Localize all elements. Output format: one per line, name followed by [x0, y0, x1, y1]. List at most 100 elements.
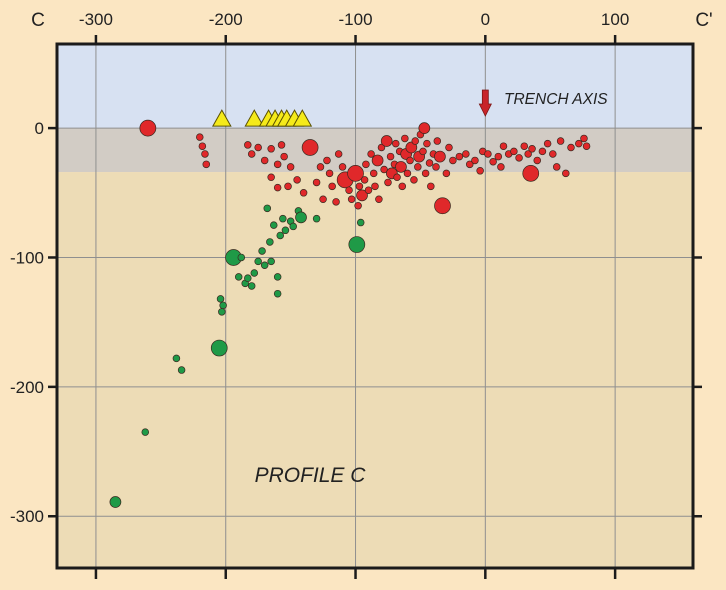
y-tick-label: 0	[35, 119, 44, 138]
hypocenter-point	[522, 165, 540, 182]
trench-arrow	[478, 89, 492, 117]
layer-water	[57, 44, 693, 129]
hypocenter-point	[414, 163, 422, 171]
hypocenter-point	[515, 154, 523, 162]
hypocenter-point	[427, 182, 435, 191]
hypocenter-point	[377, 143, 386, 152]
hypocenter-point	[244, 274, 252, 282]
hypocenter-point	[371, 182, 379, 191]
hypocenter-point	[423, 139, 431, 148]
hypocenter-point	[316, 163, 325, 171]
hypocenter-point	[281, 226, 290, 235]
hypocenter-point	[580, 134, 588, 143]
hypocenter-point	[312, 214, 321, 223]
hypocenter-point	[371, 154, 384, 167]
hypocenter-point	[254, 143, 262, 152]
x-tick-label: -200	[209, 10, 243, 29]
hypocenter-point	[254, 257, 262, 266]
hypocenter-points	[109, 119, 591, 508]
hypocenter-point	[172, 354, 181, 363]
hypocenter-point	[462, 150, 470, 158]
hypocenter-point	[280, 152, 288, 161]
section-start-label: C	[31, 10, 45, 31]
hypocenter-point	[301, 139, 319, 156]
volcano-triangle	[292, 109, 313, 127]
hypocenter-point	[411, 137, 419, 145]
hypocenter-point	[234, 273, 243, 281]
trench-axis-label: TRENCH AXIS	[504, 91, 608, 108]
x-tick-label: 0	[481, 10, 490, 29]
hypocenter-point	[367, 150, 375, 158]
hypocenter-point	[247, 282, 256, 290]
y-tick-label: -100	[10, 248, 44, 267]
hypocenter-point	[216, 295, 225, 303]
hypocenter-point	[356, 218, 365, 227]
hypocenter-point	[267, 173, 275, 182]
x-tick-label: -100	[339, 10, 373, 29]
hypocenter-point	[299, 189, 308, 197]
hypocenter-point	[267, 257, 275, 266]
hypocenter-point	[276, 231, 284, 240]
y-tick-label: -200	[10, 378, 44, 397]
hypocenter-point	[334, 150, 343, 158]
hypocenter-point	[497, 163, 505, 171]
hypocenter-point	[273, 160, 282, 169]
hypocenter-point	[360, 176, 369, 184]
hypocenter-point	[347, 165, 364, 182]
hypocenter-point	[528, 145, 536, 153]
hypocenter-point	[244, 141, 252, 149]
hypocenter-point	[494, 152, 503, 161]
hypocenter-point	[364, 186, 373, 194]
hypocenter-point	[312, 178, 321, 187]
hypocenter-point	[355, 182, 364, 191]
hypocenter-point	[398, 182, 407, 191]
hypocenter-point	[392, 139, 400, 148]
hypocenter-point	[260, 156, 269, 165]
hypocenter-point	[533, 156, 541, 165]
hypocenter-point	[442, 169, 451, 178]
hypocenter-point	[258, 247, 266, 255]
hypocenter-point	[434, 197, 451, 215]
y-tick-label: -300	[10, 507, 44, 526]
hypocenter-point	[556, 137, 565, 145]
volcano-markers	[211, 109, 313, 127]
hypocenter-point	[375, 195, 383, 204]
hypocenter-point	[347, 195, 356, 204]
hypocenter-point	[198, 142, 207, 150]
hypocenter-point	[406, 156, 414, 165]
hypocenter-point	[471, 156, 479, 165]
hypocenter-point	[520, 142, 529, 150]
hypocenter-point	[384, 178, 392, 187]
layer-mantle	[57, 172, 693, 569]
x-tick-label: 100	[601, 10, 629, 29]
hypocenter-point	[425, 159, 434, 167]
grid-lines	[57, 44, 693, 568]
hypocenter-point	[273, 289, 282, 298]
hypocenter-point	[401, 134, 409, 143]
hypocenter-point	[489, 157, 497, 166]
section-end-label: C'	[695, 10, 712, 31]
hypocenter-point	[455, 152, 464, 161]
hypocenter-point	[277, 141, 286, 149]
hypocenter-point	[293, 176, 301, 184]
hypocenter-point	[449, 156, 457, 165]
hypocenter-point	[325, 169, 334, 178]
hypocenter-point	[295, 211, 307, 224]
hypocenter-point	[395, 161, 407, 173]
hypocenter-point	[348, 236, 366, 253]
hypocenter-point	[196, 133, 204, 141]
x-tick-label: -300	[79, 10, 113, 29]
hypocenter-point	[202, 160, 211, 169]
hypocenter-point	[538, 147, 547, 156]
hypocenter-point	[354, 201, 362, 210]
hypocenter-point	[323, 156, 331, 165]
trench-axis-marker	[478, 89, 492, 117]
hypocenter-point	[466, 160, 474, 169]
hypocenter-point	[582, 142, 591, 150]
hypocenter-point	[267, 145, 275, 153]
hypocenter-point	[418, 122, 431, 134]
x-tick-labels: -300 -200 -100 0 100	[79, 10, 629, 29]
hypocenter-point	[139, 119, 157, 137]
hypocenter-point	[499, 142, 508, 150]
hypocenter-point	[247, 150, 256, 158]
